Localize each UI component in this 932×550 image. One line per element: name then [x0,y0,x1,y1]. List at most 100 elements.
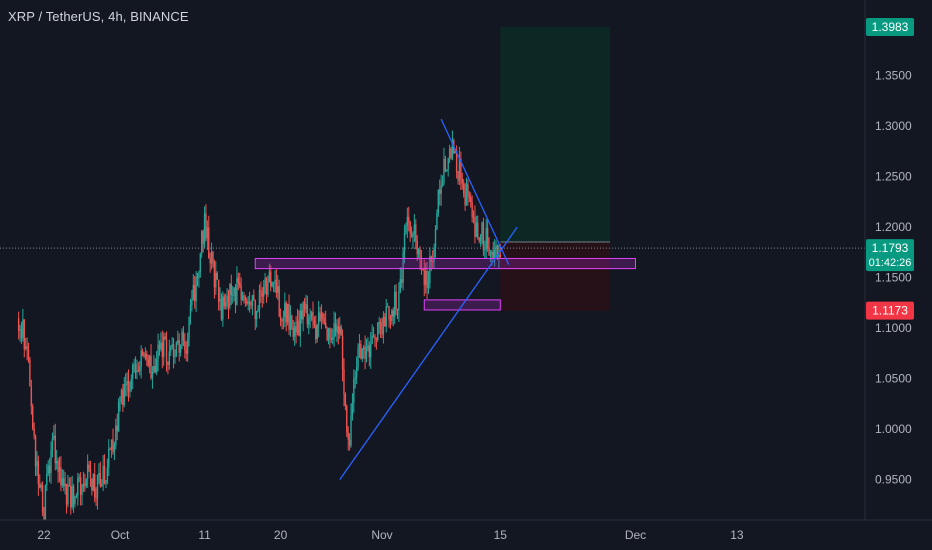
candle [224,293,227,310]
candle [212,250,214,268]
candle [401,267,403,289]
candle [40,482,42,492]
support-zone-upper[interactable] [254,257,636,270]
candle [70,477,72,515]
candle [489,249,492,263]
candle [209,252,211,273]
candle [109,447,111,450]
candle [355,356,358,385]
candle [471,195,473,223]
candle [315,315,317,344]
candle [53,425,55,441]
candle [65,483,68,514]
candle [210,242,213,270]
candle [493,239,496,267]
candle [398,282,400,322]
long-position-tool[interactable] [500,26,611,311]
candle [295,316,297,344]
candle [444,155,447,173]
candle [313,316,316,329]
target-area[interactable] [500,26,611,243]
candle [140,345,142,379]
candle [261,287,263,308]
candle [385,298,387,333]
candle [260,281,262,304]
target-price-text: 1.3983 [872,20,909,34]
candle [26,337,28,361]
candle [243,292,245,304]
candle [319,306,321,322]
candle [343,358,345,407]
candle [161,330,163,369]
candle [462,179,465,198]
candle [350,403,352,448]
candle [458,146,461,185]
candle [132,362,134,390]
candle [57,457,59,483]
price-tick-label: 1.3500 [875,69,912,83]
candle [375,337,378,350]
candle [155,350,158,376]
candle [217,279,220,311]
candle [465,177,468,206]
stop-area[interactable] [500,242,611,311]
candle [496,244,499,260]
candle [148,354,151,374]
candle [405,222,407,235]
price-tick-label: 1.0500 [875,372,912,386]
candle [141,348,144,357]
candle [482,217,485,256]
candle [61,469,64,488]
candle [479,234,482,247]
candle [72,483,75,513]
candle [337,318,340,345]
candle [399,267,402,294]
candle [461,172,463,190]
candle [278,279,280,318]
candle [165,331,168,372]
candle [309,308,311,329]
candle [302,301,304,332]
candle [415,219,417,250]
time-tick-label: Nov [371,528,392,542]
candle [223,293,225,310]
candle [134,356,137,379]
falling-trendline[interactable] [440,118,510,265]
candle [395,284,397,316]
candle [117,398,120,433]
candle [358,333,361,358]
candle [82,471,85,493]
candle [274,270,276,293]
current-price-label: 1.1793 01:42:26 [866,239,914,272]
candle [470,192,472,208]
symbol-title[interactable]: XRP / TetherUS, 4h, BINANCE [8,9,189,24]
candle [192,274,194,301]
candle [184,333,186,359]
candle [288,294,290,336]
candle [133,358,135,373]
candle [374,334,376,347]
candle [379,318,382,338]
candle [370,332,372,369]
candle [495,240,497,258]
candle [334,312,337,337]
candle [23,319,25,358]
candle [229,282,231,310]
candle [446,169,448,172]
candle [158,340,161,356]
candle [381,317,383,339]
candle [347,426,349,451]
rising-trendline[interactable] [339,226,518,480]
candle [498,243,500,269]
candle [384,313,386,327]
candle [293,321,296,346]
time-axis[interactable]: 22 Oct 11 20 Nov 15 Dec 13 [0,519,932,550]
candle [17,311,20,340]
candle [124,373,127,397]
candle [429,247,431,289]
candle [68,477,71,487]
trendlines[interactable] [339,118,518,480]
candle [362,344,365,359]
